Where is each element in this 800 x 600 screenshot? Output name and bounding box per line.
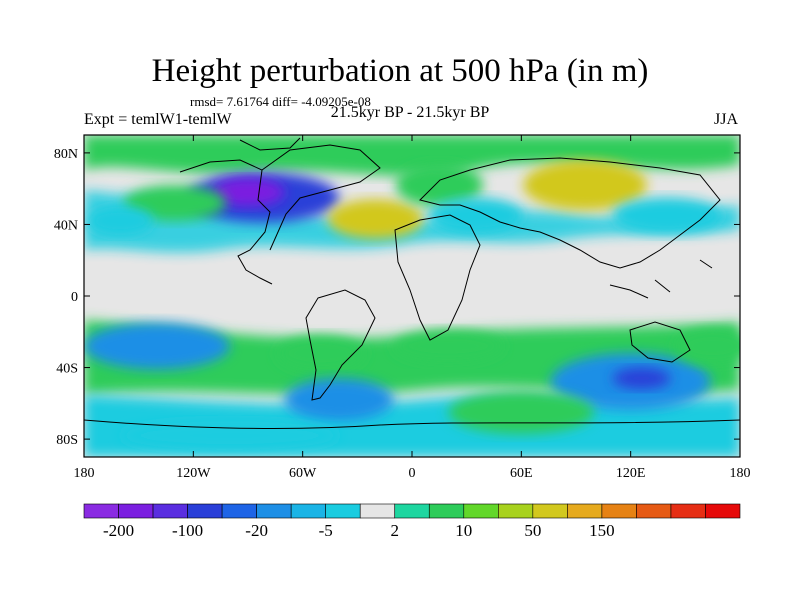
colorbar-swatch-9 — [394, 503, 430, 519]
season-label: JJA — [713, 111, 738, 128]
colorbar-label: -20 — [245, 521, 268, 540]
colorbar-swatch-2 — [152, 503, 188, 519]
y-tick-label: 40N — [54, 218, 78, 233]
stats-line: rmsd= 7.61764 diff= -4.09205e-08 — [190, 94, 371, 109]
colorbar-swatch-11 — [463, 503, 499, 519]
colorbar: -200 -100 -20 -5 2 10 50 150 — [83, 503, 741, 540]
field-blob-17 — [676, 328, 740, 364]
x-tick-label: 180 — [730, 466, 751, 481]
x-tick-label: 60E — [510, 466, 533, 481]
field-blob-10 — [277, 335, 365, 372]
axes: 180 120W 60W 0 60E 120E 180 80N 40N 0 40S 80S — [54, 135, 751, 481]
colorbar-swatch-16 — [636, 503, 672, 519]
y-tick-label: 80N — [54, 147, 78, 162]
field-blob-12 — [284, 378, 394, 422]
colorbar-label: 2 — [390, 521, 399, 540]
period-label: 21.5kyr BP - 21.5kyr BP — [330, 104, 490, 121]
field-blob-8 — [87, 206, 154, 236]
field-blob-16 — [120, 421, 340, 450]
x-tick-label: 120W — [176, 466, 211, 481]
colorbar-label: -100 — [172, 521, 203, 540]
x-tick-label: 60W — [289, 466, 317, 481]
y-tick-label: 80S — [56, 433, 78, 448]
field-blob-14 — [612, 367, 671, 390]
colorbar-swatch-3 — [187, 503, 223, 519]
colorbar-label: 10 — [455, 521, 472, 540]
colorbar-label: -200 — [103, 521, 134, 540]
field-blob-1 — [211, 177, 285, 207]
colorbar-swatch-18 — [705, 503, 741, 519]
x-tick-label: 180 — [74, 466, 95, 481]
experiment-label: Expt = temlW1-temlW — [84, 111, 232, 128]
y-tick-label: 40S — [56, 362, 78, 377]
field-blob-6 — [523, 160, 648, 211]
colorbar-swatch-8 — [359, 503, 396, 519]
coastlines — [84, 137, 740, 430]
colorbar-swatch-14 — [567, 503, 603, 519]
field-blob-7 — [612, 197, 722, 234]
colorbar-swatch-13 — [532, 503, 568, 519]
field-blob-11 — [393, 329, 504, 363]
field-blob-3 — [328, 199, 423, 239]
field-blob-4 — [395, 163, 484, 207]
colorbar-swatch-6 — [290, 503, 326, 519]
colorbar-swatch-0 — [83, 503, 119, 519]
colorbar-swatch-10 — [428, 503, 465, 519]
page-title: Height perturbation at 500 hPa (in m) — [151, 53, 649, 89]
colorbar-swatch-1 — [118, 503, 154, 519]
field-blob-5 — [428, 197, 524, 234]
colorbar-label: -5 — [319, 521, 333, 540]
x-tick-label: 120E — [616, 466, 646, 481]
colorbar-swatch-5 — [256, 503, 292, 519]
field-blob-2 — [124, 185, 227, 221]
colorbar-swatch-4 — [221, 503, 257, 519]
y-tick-label: 0 — [71, 290, 78, 305]
field-blob-9 — [84, 322, 230, 370]
field-blob-15 — [448, 390, 595, 434]
colorbar-label: 50 — [524, 521, 541, 540]
colorbar-swatch-15 — [601, 503, 637, 519]
colorbar-swatch-17 — [670, 503, 706, 519]
colorbar-swatch-12 — [498, 503, 534, 519]
x-tick-label: 0 — [409, 466, 416, 481]
colorbar-label: 150 — [589, 521, 615, 540]
colorbar-swatch-7 — [325, 503, 361, 519]
